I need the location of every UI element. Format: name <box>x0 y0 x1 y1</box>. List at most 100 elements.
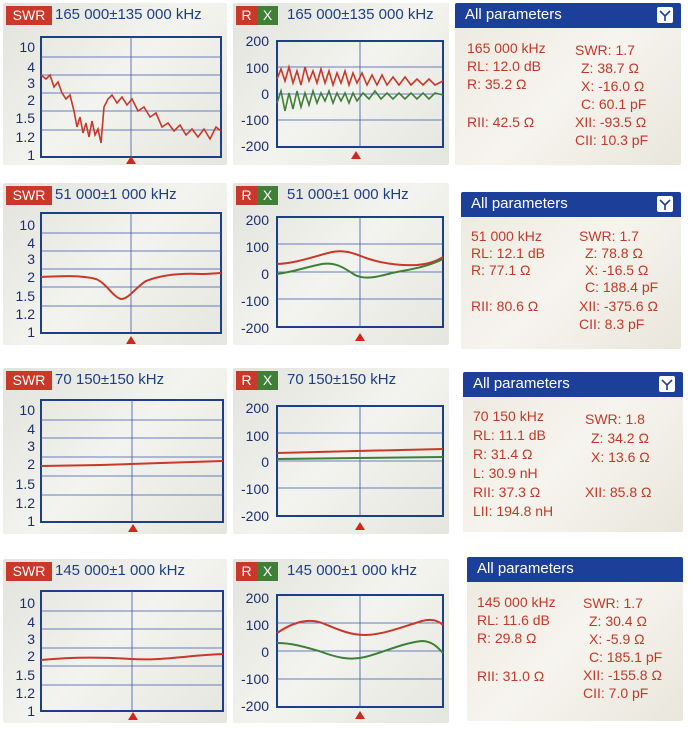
swr-tick: 1.5 <box>15 288 35 304</box>
swr-badge[interactable]: SWR <box>6 6 52 25</box>
param-xll: XII: 85.8 Ω <box>585 484 652 500</box>
x-badge[interactable]: X <box>257 562 278 581</box>
antenna-icon[interactable] <box>657 7 673 23</box>
swr-trace <box>40 653 224 661</box>
param-c: C: 60.1 pF <box>581 96 647 112</box>
rx-panel-2: R X 51 000±1 000 kHz 200 100 0 -100 -200 <box>233 183 449 345</box>
swr-tick: 1 <box>27 513 35 529</box>
swr-tick: 1.5 <box>15 476 35 492</box>
swr-header-4: SWR 145 000±1 000 kHz <box>3 559 227 583</box>
swr-panel-2: SWR 51 000±1 000 kHz 10 4 3 2 1.5 1.2 1 <box>3 183 227 345</box>
rx-tick: 0 <box>261 266 269 282</box>
r-badge[interactable]: R <box>236 186 257 205</box>
sweep-frequency[interactable]: 165 000±135 000 kHz <box>55 6 202 23</box>
param-rll: RII: 42.5 Ω <box>467 114 535 130</box>
r-trace <box>276 250 444 267</box>
swr-tick: 1 <box>27 147 35 163</box>
center-marker-icon[interactable] <box>126 336 136 344</box>
param-cll: CII: 7.0 pF <box>583 685 649 701</box>
sweep-frequency[interactable]: 145 000±1 000 kHz <box>287 562 417 579</box>
param-rll: RII: 31.0 Ω <box>477 668 545 684</box>
swr-tick: 1 <box>27 703 35 719</box>
x-trace <box>276 258 444 279</box>
x-badge[interactable]: X <box>257 6 278 25</box>
sweep-frequency[interactable]: 51 000±1 000 kHz <box>55 186 177 203</box>
param-xll: XII: -93.5 Ω <box>575 114 647 130</box>
params-title: All parameters <box>477 560 574 577</box>
rx-panel-1: R X 165 000±135 000 kHz 200 100 0 -100 -… <box>233 3 449 165</box>
swr-tick: 2 <box>27 269 35 285</box>
sweep-frequency[interactable]: 70 150±150 kHz <box>287 371 397 388</box>
params-panel-2: All parameters 51 000 kHz RL: 12.1 dB R:… <box>461 192 681 349</box>
swr-tick: 1.2 <box>15 685 35 701</box>
param-rll: RII: 80.6 Ω <box>471 298 539 314</box>
rx-tick: 0 <box>261 454 269 470</box>
swr-tick: 4 <box>27 235 35 251</box>
params-header: All parameters <box>463 372 683 397</box>
rx-header-3: R X 70 150±150 kHz <box>233 368 449 392</box>
center-marker-icon[interactable] <box>128 712 138 720</box>
rx-plot-2 <box>276 216 444 328</box>
r-badge[interactable]: R <box>236 6 257 25</box>
x-badge[interactable]: X <box>257 186 278 205</box>
center-marker-icon[interactable] <box>355 333 365 341</box>
x-badge[interactable]: X <box>257 371 278 390</box>
sweep-frequency[interactable]: 70 150±150 kHz <box>55 371 165 388</box>
rx-panel-4: R X 145 000±1 000 kHz 200 100 0 -100 -20… <box>233 559 449 723</box>
swr-trace <box>40 73 222 144</box>
antenna-icon[interactable] <box>657 196 673 212</box>
swr-tick: 3 <box>27 75 35 91</box>
swr-tick: 2 <box>27 456 35 472</box>
params-header: All parameters <box>455 3 681 28</box>
param-lll: LII: 194.8 nH <box>473 503 554 519</box>
param-c: C: 188.4 pF <box>585 279 659 295</box>
center-marker-icon[interactable] <box>128 524 138 532</box>
rx-plot-1 <box>276 40 444 148</box>
r-trace <box>276 63 444 88</box>
param-frequency: 51 000 kHz <box>471 228 542 244</box>
params-header: All parameters <box>461 192 681 217</box>
sweep-frequency[interactable]: 51 000±1 000 kHz <box>287 186 409 203</box>
rx-plot-4 <box>276 594 444 708</box>
swr-tick: 10 <box>19 595 35 611</box>
rx-tick: 100 <box>245 60 269 76</box>
param-r: R: 31.4 Ω <box>473 446 533 462</box>
rx-tick: -100 <box>241 112 270 128</box>
params-title: All parameters <box>473 375 570 392</box>
params-title: All parameters <box>465 6 562 23</box>
rx-tick: -200 <box>241 508 270 524</box>
swr-badge[interactable]: SWR <box>6 562 52 581</box>
swr-plot-1 <box>40 36 222 158</box>
param-r: R: 29.8 Ω <box>477 630 537 646</box>
swr-tick: 3 <box>27 438 35 454</box>
rx-tick: 100 <box>245 239 269 255</box>
swr-badge[interactable]: SWR <box>6 371 52 390</box>
param-x: X: -16.5 Ω <box>585 262 649 278</box>
swr-trace <box>40 272 222 301</box>
param-xll: XII: -375.6 Ω <box>579 298 658 314</box>
center-marker-icon[interactable] <box>126 156 136 164</box>
param-rl: RL: 11.6 dB <box>477 612 550 628</box>
r-badge[interactable]: R <box>236 562 257 581</box>
param-z: Z: 30.4 Ω <box>589 613 647 629</box>
sweep-frequency[interactable]: 145 000±1 000 kHz <box>55 562 185 579</box>
rx-panel-3: R X 70 150±150 kHz 200 100 0 -100 -200 <box>233 368 449 534</box>
rx-tick: 0 <box>261 644 269 660</box>
param-swr: SWR: 1.7 <box>575 42 635 58</box>
swr-badge[interactable]: SWR <box>6 186 52 205</box>
param-c: C: 185.1 pF <box>589 649 663 665</box>
param-frequency: 70 150 kHz <box>473 408 544 424</box>
center-marker-icon[interactable] <box>351 151 361 159</box>
center-marker-icon[interactable] <box>355 711 365 719</box>
rx-tick: 100 <box>245 617 269 633</box>
center-marker-icon[interactable] <box>355 522 365 530</box>
antenna-icon[interactable] <box>659 376 675 392</box>
swr-tick: 3 <box>27 631 35 647</box>
swr-plot-4 <box>40 590 224 712</box>
swr-trace <box>40 460 224 467</box>
r-badge[interactable]: R <box>236 371 257 390</box>
swr-tick: 2 <box>27 648 35 664</box>
swr-tick: 10 <box>19 39 35 55</box>
rx-tick: -200 <box>241 138 270 154</box>
sweep-frequency[interactable]: 165 000±135 000 kHz <box>287 6 434 23</box>
